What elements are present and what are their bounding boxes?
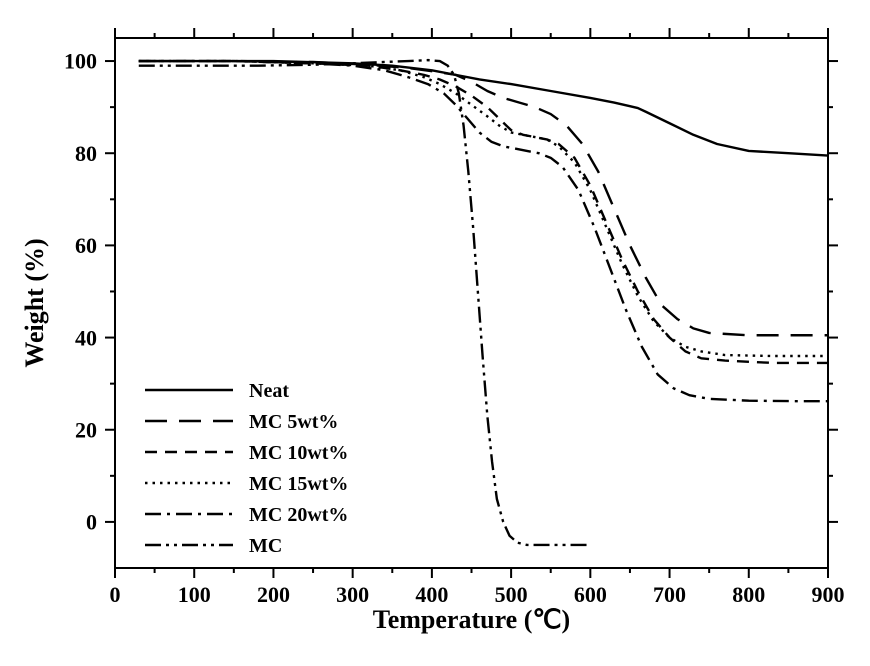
x-tick-label: 800 [732, 582, 765, 607]
legend-label: MC 5wt% [249, 411, 338, 433]
y-tick-label: 80 [75, 141, 97, 166]
legend-label: Neat [249, 380, 289, 402]
chart-svg: 0 100 200 300 400 500 600 700 800 900 0 20 40 60 80 100… [0, 0, 870, 666]
tga-chart: 0 100 200 300 400 500 600 700 800 900 0 20 40 60 80 100… [0, 0, 870, 666]
y-tick-label: 60 [75, 233, 97, 258]
legend-label: MC [249, 535, 282, 557]
x-tick-label: 500 [495, 582, 528, 607]
x-tick-label: 700 [653, 582, 686, 607]
x-axis-label: Temperature (℃) [373, 605, 570, 634]
y-axis-label: Weight (%) [20, 238, 49, 367]
y-tick-label: 20 [75, 417, 97, 442]
x-tick-label: 200 [257, 582, 290, 607]
y-tick-label: 0 [86, 510, 97, 535]
legend-label: MC 10wt% [249, 442, 348, 464]
y-tick-label: 100 [64, 49, 97, 74]
x-tick-label: 400 [415, 582, 448, 607]
legend-label: MC 15wt% [249, 473, 348, 495]
x-tick-label: 900 [812, 582, 845, 607]
x-tick-label: 100 [178, 582, 211, 607]
legend-label: MC 20wt% [249, 504, 348, 526]
y-tick-label: 40 [75, 325, 97, 350]
x-tick-label: 600 [574, 582, 607, 607]
x-tick-label: 0 [110, 582, 121, 607]
x-tick-label: 300 [336, 582, 369, 607]
